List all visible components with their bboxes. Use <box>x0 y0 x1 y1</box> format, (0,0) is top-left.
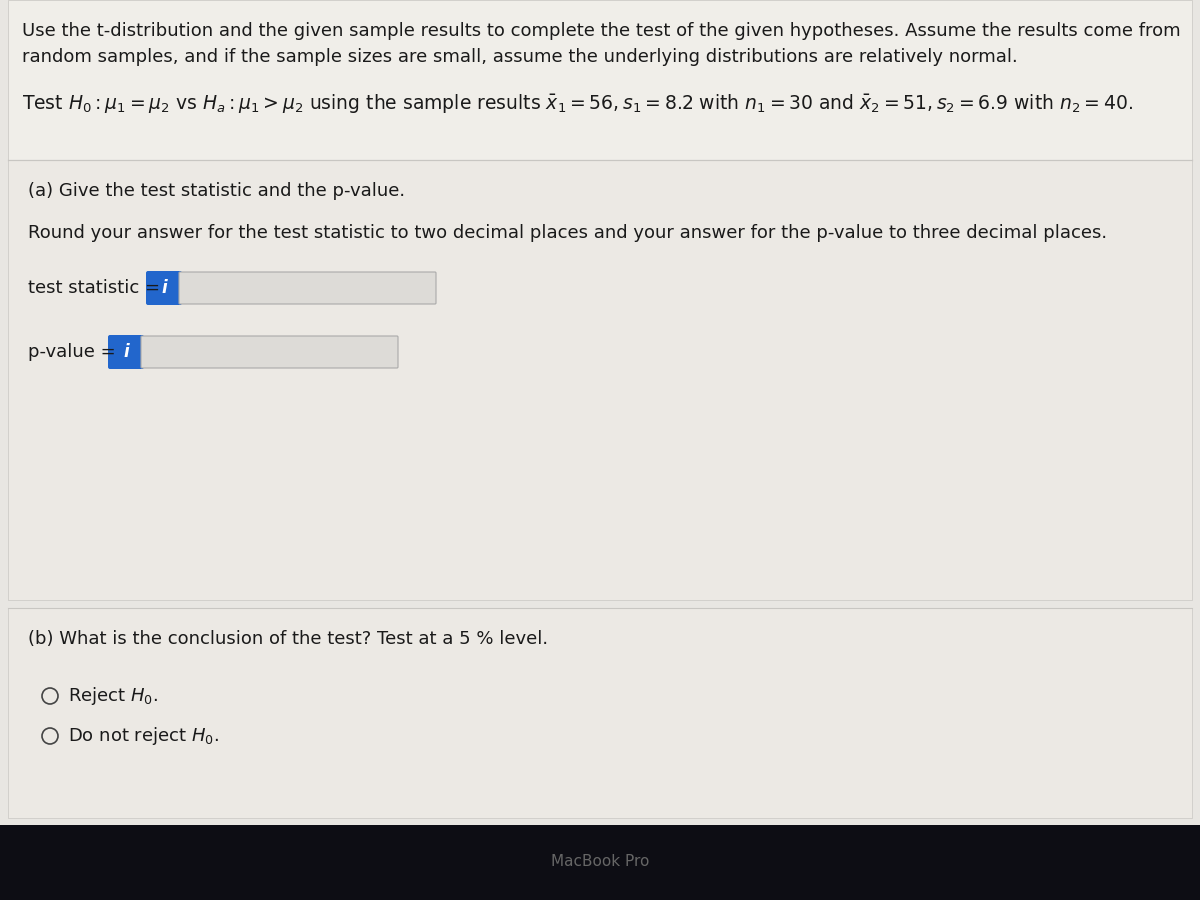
FancyBboxPatch shape <box>142 336 398 368</box>
FancyBboxPatch shape <box>108 335 144 369</box>
Text: (b) What is the conclusion of the test? Test at a 5 % level.: (b) What is the conclusion of the test? … <box>28 630 548 648</box>
FancyBboxPatch shape <box>8 160 1192 600</box>
Text: Do not reject $H_0$.: Do not reject $H_0$. <box>68 725 218 747</box>
Text: p-value =: p-value = <box>28 343 121 361</box>
Text: test statistic =: test statistic = <box>28 279 166 297</box>
Text: Round your answer for the test statistic to two decimal places and your answer f: Round your answer for the test statistic… <box>28 224 1108 242</box>
FancyBboxPatch shape <box>8 608 1192 818</box>
Text: i: i <box>161 279 167 297</box>
Text: random samples, and if the sample sizes are small, assume the underlying distrib: random samples, and if the sample sizes … <box>22 48 1018 66</box>
FancyBboxPatch shape <box>146 271 182 305</box>
FancyBboxPatch shape <box>0 825 1200 900</box>
FancyBboxPatch shape <box>0 0 1200 825</box>
Text: i: i <box>124 343 128 361</box>
Text: Use the t-distribution and the given sample results to complete the test of the : Use the t-distribution and the given sam… <box>22 22 1181 40</box>
FancyBboxPatch shape <box>8 0 1192 160</box>
Text: Reject $H_0$.: Reject $H_0$. <box>68 685 158 707</box>
Text: (a) Give the test statistic and the p-value.: (a) Give the test statistic and the p-va… <box>28 182 406 200</box>
FancyBboxPatch shape <box>179 272 436 304</box>
Text: Test $H_0 : \mu_1 = \mu_2$ vs $H_a : \mu_1 > \mu_2$ using the sample results $\b: Test $H_0 : \mu_1 = \mu_2$ vs $H_a : \mu… <box>22 92 1133 115</box>
Text: MacBook Pro: MacBook Pro <box>551 854 649 869</box>
